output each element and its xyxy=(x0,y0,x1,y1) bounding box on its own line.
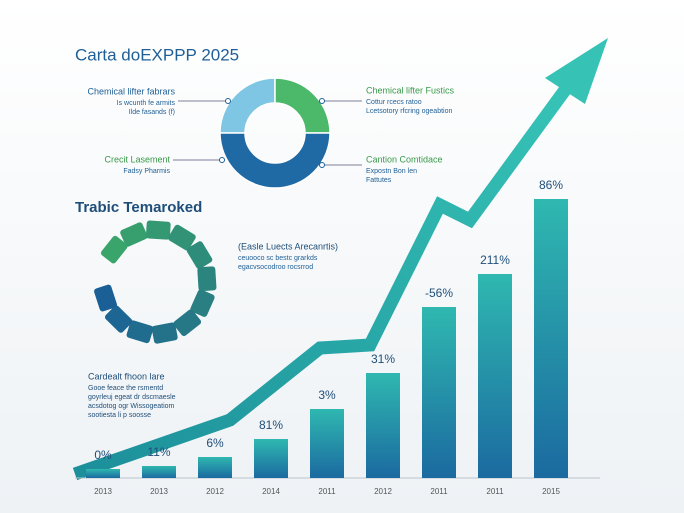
callout-line: Fattutes xyxy=(366,177,392,184)
x-tick-label: 2014 xyxy=(262,487,280,496)
section-title: Trabic Temaroked xyxy=(75,199,202,216)
ring-tile xyxy=(197,266,217,292)
bar-annotation: 211% xyxy=(480,253,510,267)
callout-title: Chemical lifter Fustics xyxy=(366,85,455,95)
callout-line: Gooe feace the rsmentd xyxy=(88,385,163,392)
bar xyxy=(422,307,456,478)
callout-line: egacvsocodroo rocsrrod xyxy=(238,264,313,271)
bar xyxy=(86,469,120,478)
ring-tile xyxy=(120,222,148,247)
callout-line: Cottur rcecs ratoo xyxy=(366,99,422,106)
x-tick-label: 2015 xyxy=(542,487,560,496)
ring-tile xyxy=(168,224,196,251)
bar-annotation: 31% xyxy=(371,352,395,366)
x-tick-label: 2011 xyxy=(486,487,504,496)
callout-title: Chemical lifter fabrars xyxy=(87,86,175,96)
x-tick-label: 2012 xyxy=(206,487,224,496)
bar-annotation: 11% xyxy=(147,445,170,459)
ring-tile xyxy=(173,309,202,337)
ring-tile xyxy=(100,235,128,264)
leader-dot xyxy=(219,157,225,163)
ring-tile xyxy=(126,320,154,344)
arrow-head xyxy=(545,38,608,104)
callout-line: sootiesta li p soosse xyxy=(88,412,151,419)
bar-annotation: 3% xyxy=(318,388,336,402)
bar xyxy=(198,457,232,478)
callout-line: ceuooco sc bestc grarkds xyxy=(238,255,318,262)
callout-line: acsdotog ogr Wissogeatiom xyxy=(88,403,175,410)
leader-dot xyxy=(319,98,325,104)
callout-line: Expostn Bon len xyxy=(366,168,417,175)
callout-line: Lcetsotory rfcring ogeabtion xyxy=(366,108,452,115)
ring-tile xyxy=(151,322,178,344)
callout-line: goyrleuj egeat dr dscmaesle xyxy=(88,394,176,401)
donut-segment xyxy=(219,132,331,189)
bar-annotation: 81% xyxy=(259,418,283,432)
x-tick-label: 2011 xyxy=(430,487,448,496)
bar xyxy=(142,466,176,478)
ring-tile xyxy=(186,241,213,269)
bar-annotation: 0% xyxy=(94,448,112,462)
bar xyxy=(534,199,568,478)
bar xyxy=(478,274,512,478)
x-tick-label: 2013 xyxy=(94,487,112,496)
bar xyxy=(366,373,400,478)
leader-dot xyxy=(225,98,231,104)
bar xyxy=(310,409,344,478)
leader-dot xyxy=(319,162,325,168)
callout-title: Crecit Lasement xyxy=(104,154,170,164)
bar-annotation: 6% xyxy=(206,436,224,450)
callout-title: Cantion Comtidace xyxy=(366,154,443,164)
callout-line: Ilde fasands (f) xyxy=(129,109,175,116)
bar-annotation: -56% xyxy=(425,286,453,300)
x-tick-label: 2012 xyxy=(374,487,392,496)
trend-arrow xyxy=(72,86,571,481)
x-tick-label: 2013 xyxy=(150,487,168,496)
callout-title: Cardealt fhoon lare xyxy=(88,371,165,381)
ring-tile xyxy=(104,305,133,333)
ring-tile xyxy=(190,289,215,317)
title: Carta doEXPPP 2025 xyxy=(75,45,239,64)
x-tick-label: 2011 xyxy=(318,487,336,496)
callout-line: Is wcunth fe armits xyxy=(117,100,176,107)
bar xyxy=(254,439,288,478)
callout-title: (Easle Luects Arecanrtis) xyxy=(238,241,338,251)
callout-line: Fadsy Pharmis xyxy=(123,168,170,175)
bar-annotation: 86% xyxy=(539,178,563,192)
ring-tile xyxy=(94,284,118,312)
ring-tile xyxy=(145,220,171,240)
